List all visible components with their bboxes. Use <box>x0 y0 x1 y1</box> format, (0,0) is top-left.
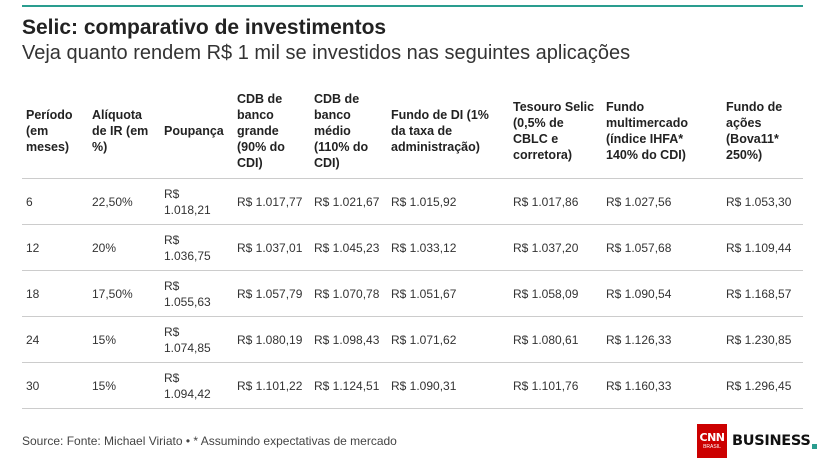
table-cell: R$ 1.094,42 <box>160 362 233 409</box>
table-cell: R$ 1.230,85 <box>722 316 803 363</box>
table-cell: 20% <box>88 224 160 271</box>
table-cell: R$ 1.057,68 <box>602 224 722 271</box>
table-cell: 17,50% <box>88 270 160 317</box>
column-header: Fundo multimercado (índice IHFA* 140% do… <box>602 84 722 179</box>
table-cell: R$ 1.160,33 <box>602 362 722 409</box>
table-cell: R$ 1.033,12 <box>387 224 509 271</box>
table-cell: R$ 1.055,63 <box>160 270 233 317</box>
table-cell: 22,50% <box>88 178 160 225</box>
table-cell: R$ 1.017,77 <box>233 178 310 225</box>
table-cell: R$ 1.027,56 <box>602 178 722 225</box>
table-cell: R$ 1.080,61 <box>509 316 602 363</box>
table-row: 18 17,50% R$ 1.055,63 R$ 1.057,79 R$ 1.0… <box>22 270 803 317</box>
table-row: 12 20% R$ 1.036,75 R$ 1.037,01 R$ 1.045,… <box>22 224 803 271</box>
table-cell: 18 <box>22 270 88 317</box>
cnn-brasil-text: BRASIL <box>703 443 721 450</box>
cnn-logo-text: CNN <box>699 430 726 444</box>
table-cell: R$ 1.101,76 <box>509 362 602 409</box>
table-cell: R$ 1.090,54 <box>602 270 722 317</box>
column-header: Alíquota de IR (em %) <box>88 84 160 179</box>
column-header: Tesouro Selic (0,5% de CBLC e corretora) <box>509 84 602 179</box>
table-cell: 12 <box>22 224 88 271</box>
table-cell: R$ 1.037,20 <box>509 224 602 271</box>
table-cell: R$ 1.126,33 <box>602 316 722 363</box>
column-header: Período (em meses) <box>22 84 88 179</box>
table-cell: R$ 1.015,92 <box>387 178 509 225</box>
table-cell: R$ 1.045,23 <box>310 224 387 271</box>
investments-table: Período (em meses) Alíquota de IR (em %)… <box>22 84 803 409</box>
table-cell: R$ 1.090,31 <box>387 362 509 409</box>
table-cell: R$ 1.051,67 <box>387 270 509 317</box>
table-cell: R$ 1.057,79 <box>233 270 310 317</box>
table-cell: 15% <box>88 316 160 363</box>
table-cell: R$ 1.017,86 <box>509 178 602 225</box>
table-cell: R$ 1.053,30 <box>722 178 803 225</box>
table-cell: R$ 1.074,85 <box>160 316 233 363</box>
page-subtitle: Veja quanto rendem R$ 1 mil se investido… <box>22 42 631 64</box>
table-cell: R$ 1.070,78 <box>310 270 387 317</box>
table-cell: R$ 1.124,51 <box>310 362 387 409</box>
table-cell: R$ 1.080,19 <box>233 316 310 363</box>
cnn-logo-box: CNN BRASIL <box>697 424 727 458</box>
table-cell: 24 <box>22 316 88 363</box>
column-header: Fundo de ações (Bova11* 250%) <box>722 84 803 179</box>
table-cell: 30 <box>22 362 88 409</box>
top-accent-line <box>22 5 803 7</box>
table-cell: R$ 1.101,22 <box>233 362 310 409</box>
table-header-row: Período (em meses) Alíquota de IR (em %)… <box>22 84 803 179</box>
page-title: Selic: comparativo de investimentos <box>22 16 387 39</box>
table-cell: R$ 1.098,43 <box>310 316 387 363</box>
table-cell: R$ 1.168,57 <box>722 270 803 317</box>
table-cell: R$ 1.021,67 <box>310 178 387 225</box>
table-cell: 6 <box>22 178 88 225</box>
column-header: Fundo de DI (1% da taxa de administração… <box>387 84 509 179</box>
column-header: CDB de banco médio (110% do CDI) <box>310 84 387 179</box>
column-header: CDB de banco grande (90% do CDI) <box>233 84 310 179</box>
table-cell: R$ 1.071,62 <box>387 316 509 363</box>
table-cell: R$ 1.018,21 <box>160 178 233 225</box>
table-row: 6 22,50% R$ 1.018,21 R$ 1.017,77 R$ 1.02… <box>22 178 803 225</box>
logo-accent-dot <box>811 444 817 449</box>
table-row: 24 15% R$ 1.074,85 R$ 1.080,19 R$ 1.098,… <box>22 316 803 363</box>
table-row: 30 15% R$ 1.094,42 R$ 1.101,22 R$ 1.124,… <box>22 362 803 409</box>
table-cell: R$ 1.109,44 <box>722 224 803 271</box>
column-header: Poupança <box>160 84 233 179</box>
source-note: Source: Fonte: Michael Viriato • * Assum… <box>22 434 397 448</box>
business-logo-text: BUSINESS <box>732 433 811 449</box>
table-cell: 15% <box>88 362 160 409</box>
cnn-business-logo: CNN BRASIL BUSINESS <box>697 424 817 458</box>
table-cell: R$ 1.036,75 <box>160 224 233 271</box>
table-cell: R$ 1.296,45 <box>722 362 803 409</box>
table-cell: R$ 1.037,01 <box>233 224 310 271</box>
table-cell: R$ 1.058,09 <box>509 270 602 317</box>
